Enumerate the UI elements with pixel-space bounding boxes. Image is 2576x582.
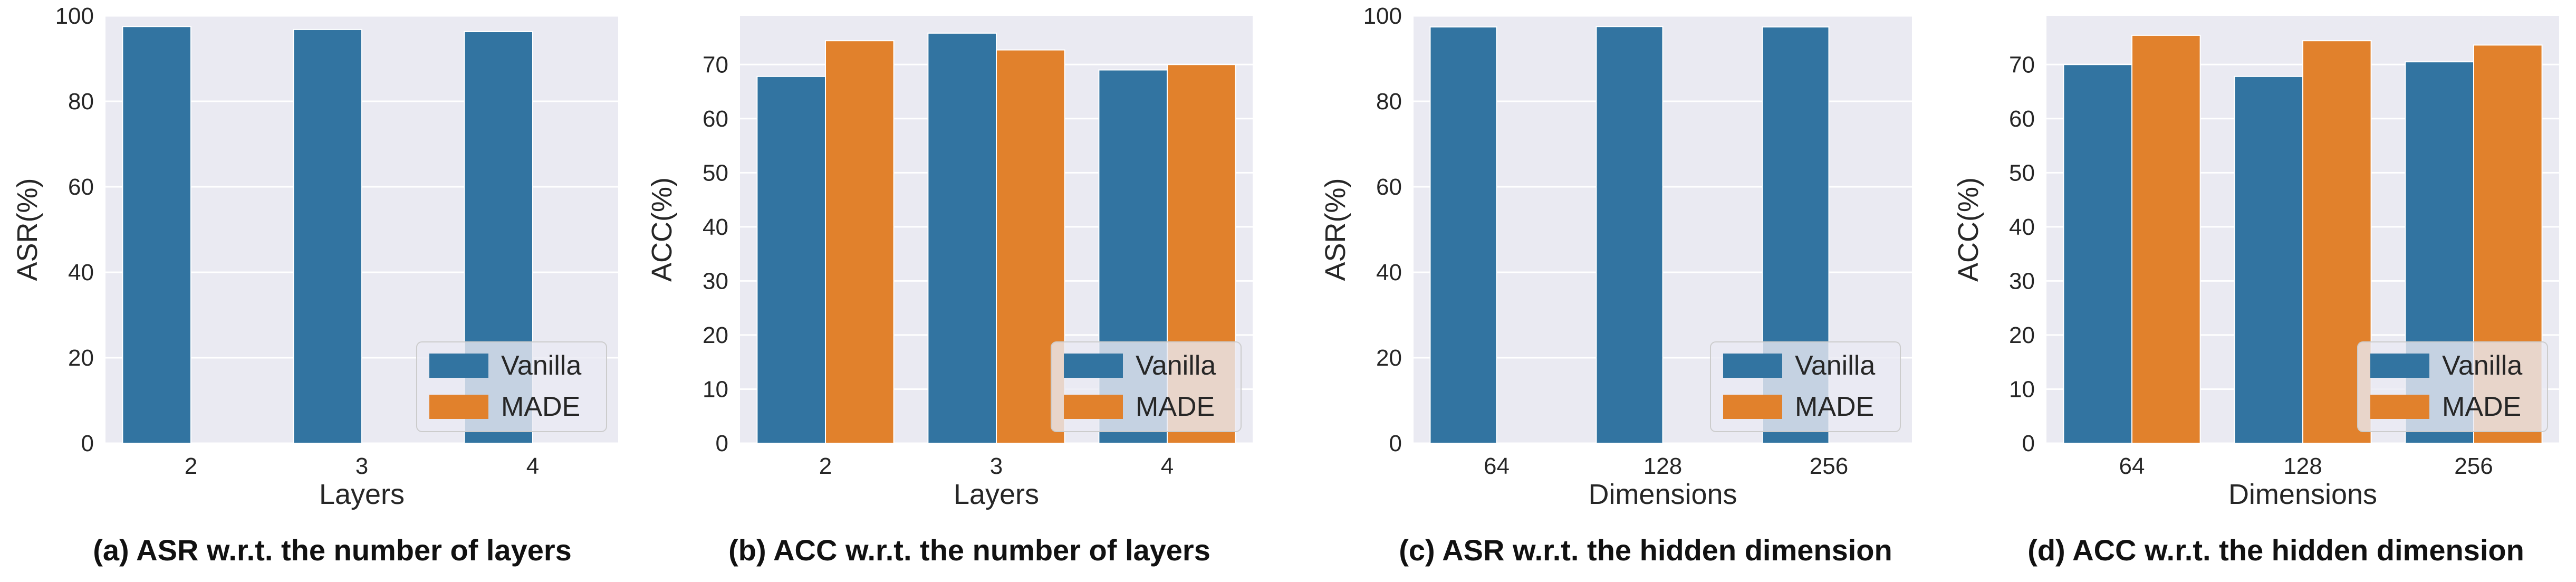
x-tick-label: 128 [1643, 453, 1682, 479]
bar-vanilla-2 [756, 75, 826, 444]
legend-swatch-made [2370, 395, 2429, 419]
x-tick-label: 2 [185, 453, 197, 479]
legend-swatch-made [1723, 395, 1782, 419]
bar-vanilla-128 [2234, 75, 2303, 444]
y-tick-label: 40 [703, 214, 728, 240]
y-tick-label: 40 [68, 260, 94, 285]
legend-label-made: MADE [2442, 392, 2521, 422]
y-tick-label: 20 [1376, 345, 1402, 371]
x-axis-label: Dimensions [2228, 479, 2377, 510]
bar-made-64 [2131, 34, 2201, 444]
legend-swatch-made [429, 395, 488, 419]
legend-label-vanilla: Vanilla [501, 350, 581, 381]
x-tick-label: 4 [1161, 453, 1174, 479]
y-tick-label: 60 [703, 106, 728, 132]
y-tick-label: 40 [2009, 214, 2035, 240]
y-tick-label: 10 [2009, 376, 2035, 402]
x-axis-label: Layers [319, 479, 405, 510]
bar-vanilla-64 [2063, 64, 2132, 444]
bar-vanilla-3 [927, 32, 997, 444]
y-tick-label: 70 [703, 52, 728, 78]
legend-label-vanilla: Vanilla [2442, 350, 2522, 381]
legend-swatch-vanilla [1064, 354, 1123, 378]
y-tick-label: 80 [1376, 89, 1402, 115]
y-tick-label: 50 [703, 160, 728, 186]
legend-swatch-vanilla [1723, 354, 1782, 378]
panel-caption: (d) ACC w.r.t. the hidden dimension [2027, 533, 2524, 567]
y-tick-label: 40 [1376, 260, 1402, 285]
y-axis-label: ASR(%) [12, 178, 43, 281]
x-tick-label: 3 [990, 453, 1003, 479]
x-tick-label: 256 [2454, 453, 2493, 479]
legend-label-made: MADE [1795, 392, 1874, 422]
y-tick-label: 20 [68, 345, 94, 371]
bar-vanilla-3 [293, 28, 363, 444]
y-tick-label: 30 [703, 268, 728, 294]
y-tick-label: 100 [55, 3, 94, 29]
y-tick-label: 70 [2009, 52, 2035, 78]
legend: Vanilla MADE [2357, 341, 2548, 432]
x-tick-label: 128 [2283, 453, 2322, 479]
legend-label-vanilla: Vanilla [1795, 350, 1875, 381]
x-tick-label: 2 [819, 453, 832, 479]
y-tick-label: 0 [716, 431, 728, 456]
bar-vanilla-128 [1595, 26, 1664, 444]
legend-label-made: MADE [501, 392, 580, 422]
legend: Vanilla MADE [1710, 341, 1901, 432]
chart-panel-0: 0 20 40 60 80 100 2 3 4 Layers ASR(%) Vanilla MADE (a… [12, 3, 618, 567]
chart-panel-3: 0 10 20 30 40 50 60 70 64 128 256 Dimensions ACC(%) V… [1953, 16, 2559, 567]
legend-swatch-vanilla [2370, 354, 2429, 378]
panel-caption: (a) ASR w.r.t. the number of layers [93, 533, 572, 567]
y-tick-label: 0 [2022, 431, 2035, 456]
y-tick-label: 20 [703, 322, 728, 348]
y-tick-label: 30 [2009, 268, 2035, 294]
legend-swatch-made [1064, 395, 1123, 419]
y-tick-label: 80 [68, 89, 94, 115]
bar-vanilla-2 [122, 26, 191, 444]
y-axis-label: ASR(%) [1320, 178, 1351, 281]
y-tick-label: 10 [703, 376, 728, 402]
legend: Vanilla MADE [1051, 341, 1242, 432]
legend-label-made: MADE [1136, 392, 1215, 422]
y-tick-label: 50 [2009, 160, 2035, 186]
x-tick-label: 4 [526, 453, 539, 479]
panel-caption: (c) ASR w.r.t. the hidden dimension [1399, 533, 1892, 567]
legend: Vanilla MADE [416, 341, 607, 432]
y-axis-label: ACC(%) [1953, 177, 1984, 282]
x-tick-label: 64 [1484, 453, 1510, 479]
x-tick-label: 3 [355, 453, 368, 479]
y-tick-label: 60 [2009, 106, 2035, 132]
x-axis-label: Layers [954, 479, 1039, 510]
y-tick-label: 0 [1389, 431, 1402, 456]
y-tick-label: 60 [68, 174, 94, 200]
x-tick-label: 256 [1810, 453, 1848, 479]
y-tick-label: 100 [1363, 3, 1402, 29]
y-tick-label: 0 [81, 431, 94, 456]
x-tick-label: 64 [2119, 453, 2145, 479]
y-tick-label: 60 [1376, 174, 1402, 200]
chart-panel-1: 0 10 20 30 40 50 60 70 2 3 4 Layers ACC(%) Vanilla MAD… [646, 16, 1253, 567]
bar-made-2 [825, 40, 895, 444]
legend-swatch-vanilla [429, 354, 488, 378]
bar-vanilla-64 [1429, 26, 1497, 444]
y-tick-label: 20 [2009, 322, 2035, 348]
x-axis-label: Dimensions [1588, 479, 1737, 510]
legend-label-vanilla: Vanilla [1136, 350, 1216, 381]
y-axis-label: ACC(%) [646, 177, 678, 282]
panel-caption: (b) ACC w.r.t. the number of layers [728, 533, 1210, 567]
chart-panel-2: 0 20 40 60 80 100 64 128 256 Dimensions ASR(%) Vani… [1320, 3, 1912, 567]
